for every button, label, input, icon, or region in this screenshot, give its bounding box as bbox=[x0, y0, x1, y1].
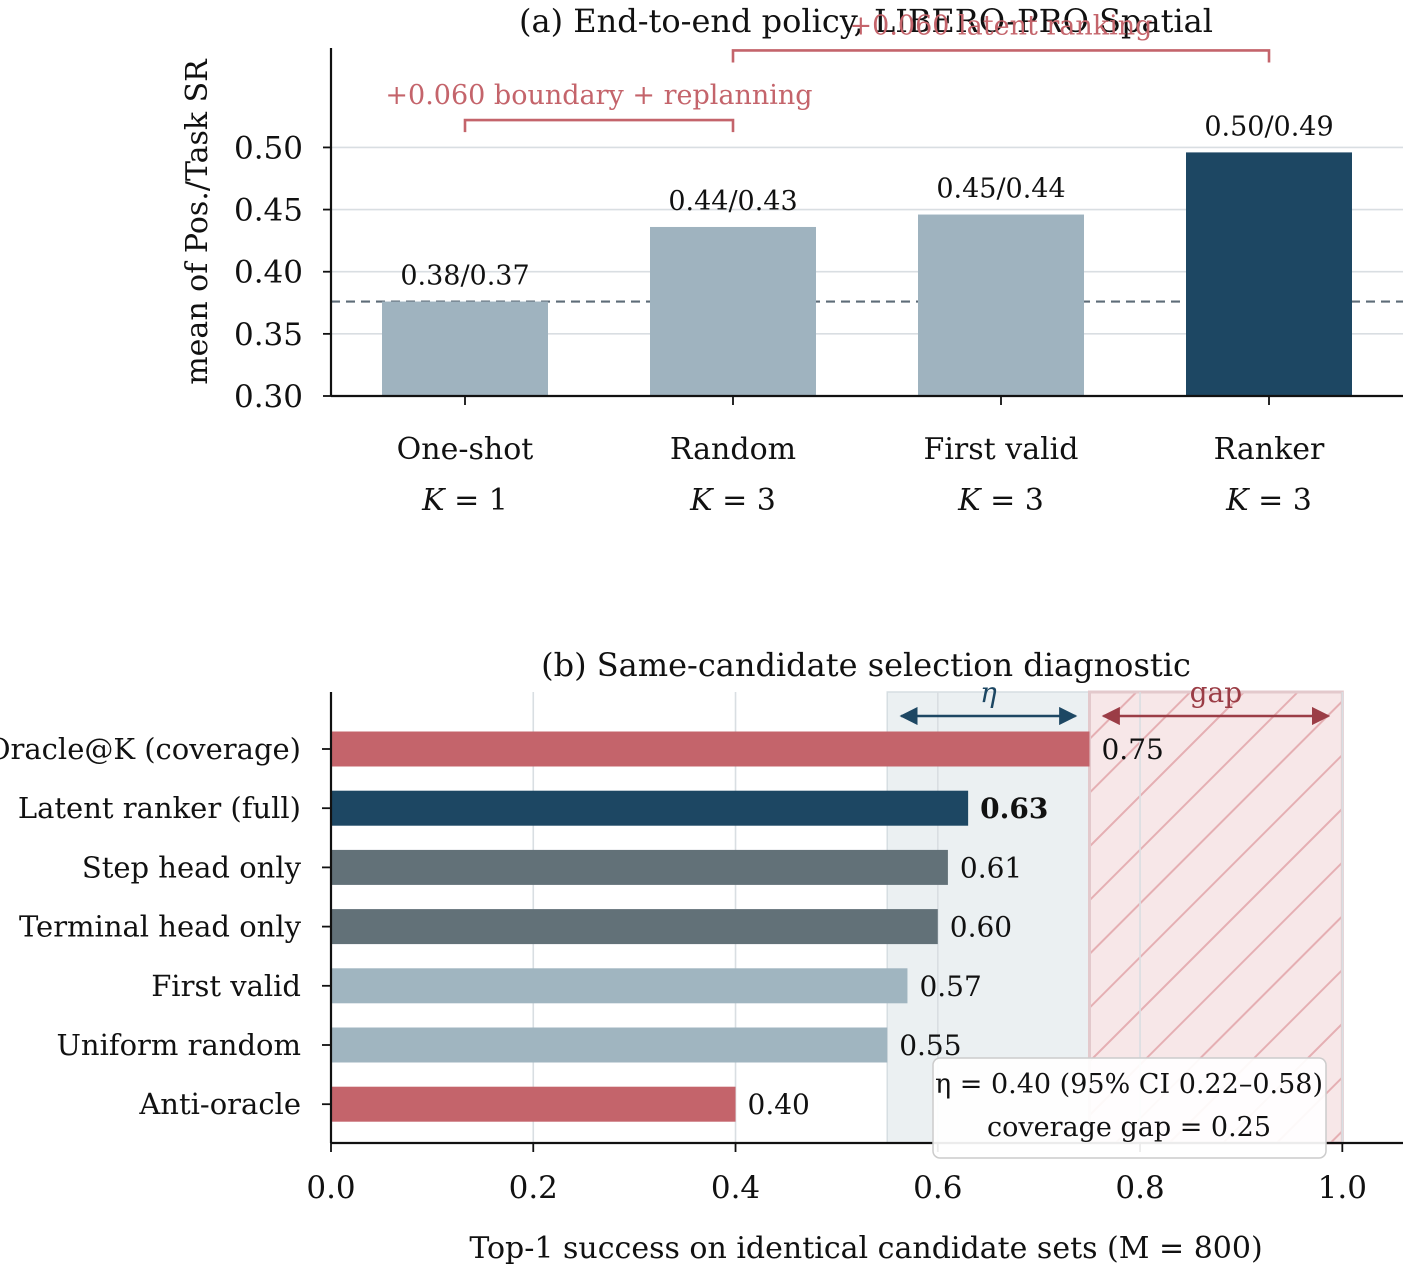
panel-b-bar bbox=[331, 849, 948, 885]
panel-b-y-tick-label: Terminal head only bbox=[19, 910, 302, 944]
panel-a-axes bbox=[329, 48, 1403, 398]
panel-b-bar-value-label: 0.55 bbox=[899, 1029, 961, 1062]
legend-eta-line: η = 0.40 (95% CI 0.22–0.58) bbox=[935, 1069, 1323, 1100]
panel-a-y-tick-label: 0.30 bbox=[234, 379, 303, 415]
panel-b-bar bbox=[331, 790, 969, 826]
panel-a-annotation-text: +0.060 latent ranking bbox=[850, 10, 1153, 41]
panel-b-bar-value-label: 0.63 bbox=[980, 792, 1048, 825]
panel-b-bar-value-label: 0.40 bbox=[748, 1088, 810, 1121]
panel-b-y-tick-label: Step head only bbox=[82, 850, 302, 884]
panel-b-bar-value-label: 0.60 bbox=[950, 911, 1012, 944]
panel-a-x-tick-sublabel: K = 3 bbox=[689, 483, 776, 518]
panel-b-y-tick-label: First valid bbox=[151, 969, 301, 1003]
panel-b-span-arrows: η gap bbox=[899, 676, 1331, 726]
panel-b-y-tick-label: Uniform random bbox=[56, 1028, 301, 1062]
panel-b: (b) Same-candidate selection diagnostic … bbox=[0, 646, 1403, 1266]
panel-a-x-tick-sublabel: K = 3 bbox=[957, 483, 1044, 518]
panel-b-bar bbox=[331, 1086, 736, 1122]
panel-b-bar bbox=[331, 1027, 888, 1063]
panel-a-y-tick-label: 0.35 bbox=[234, 317, 303, 353]
panel-b-x-tick-label: 0.2 bbox=[509, 1170, 558, 1206]
panel-a-title: (a) End-to-end policy, LIBERO-PRO Spatia… bbox=[519, 2, 1213, 40]
panel-b-gap-label: gap bbox=[1190, 676, 1243, 709]
panel-a-x-tick-label: Ranker bbox=[1214, 432, 1325, 467]
panel-b-y-tick-label: Anti-oracle bbox=[138, 1087, 301, 1121]
panel-a-bar-value-label: 0.44/0.43 bbox=[668, 186, 797, 217]
panel-a-y-tick-label: 0.45 bbox=[234, 193, 303, 229]
panel-b-bar-value-label: 0.57 bbox=[919, 970, 981, 1003]
panel-a-annotation-bracket bbox=[463, 118, 735, 133]
legend-gap-line: coverage gap = 0.25 bbox=[987, 1112, 1271, 1143]
panel-a-y-tick-label: 0.40 bbox=[234, 255, 303, 291]
panel-a-bar-value-label: 0.38/0.37 bbox=[400, 261, 529, 292]
panel-b-y-ticks: Oracle@K (coverage) Latent ranker (full) S… bbox=[0, 732, 331, 1121]
panel-a-bar-value-label: 0.45/0.44 bbox=[936, 174, 1065, 205]
panel-b-x-tick-label: 0.0 bbox=[306, 1170, 355, 1206]
panel-a-bars: 0.38/0.37 0.44/0.43 0.45/0.44 0.50/0.49 bbox=[382, 111, 1352, 396]
panel-b-bar bbox=[331, 731, 1090, 767]
panel-a-annotation-text: +0.060 boundary + replanning bbox=[385, 80, 812, 111]
panel-a-x-ticks: One-shot K = 1 Random K = 3 First valid K = 3… bbox=[397, 396, 1325, 518]
panel-b-x-tick-label: 0.8 bbox=[1115, 1170, 1164, 1206]
panel-a-x-tick-label: Random bbox=[670, 432, 796, 467]
panel-a-x-tick-label: One-shot bbox=[397, 432, 534, 467]
panel-b-y-tick-label: Latent ranker (full) bbox=[18, 791, 301, 825]
panel-b-x-tick-label: 0.4 bbox=[711, 1170, 760, 1206]
panel-b-x-tick-label: 0.6 bbox=[913, 1170, 962, 1206]
panel-a-bar bbox=[1186, 152, 1352, 396]
panel-b-bar-value-label: 0.75 bbox=[1101, 733, 1163, 766]
panel-b-bar bbox=[331, 968, 908, 1004]
panel-b-y-tick-label: Oracle@K (coverage) bbox=[0, 732, 301, 766]
panel-a-bar bbox=[650, 226, 816, 396]
panel-a-x-tick-sublabel: K = 3 bbox=[1225, 483, 1312, 518]
panel-b-eta-label: η bbox=[980, 676, 997, 709]
panel-a-bar bbox=[382, 301, 548, 396]
panel-b-bar bbox=[331, 909, 938, 945]
panel-b-title: (b) Same-candidate selection diagnostic bbox=[541, 646, 1191, 684]
panel-a-y-axis-label: mean of Pos./Task SR bbox=[180, 58, 215, 385]
panel-a-bar bbox=[918, 214, 1084, 396]
panel-a-bar-value-label: 0.50/0.49 bbox=[1204, 111, 1333, 142]
panel-b-x-axis-label: Top-1 success on identical candidate set… bbox=[469, 1231, 1262, 1266]
panel-a-x-tick-label: First valid bbox=[924, 432, 1079, 467]
panel-b-legend-box: η = 0.40 (95% CI 0.22–0.58) coverage gap… bbox=[932, 1057, 1327, 1159]
panel-a-y-tick-label: 0.50 bbox=[234, 130, 303, 166]
panel-b-bars: 0.75 0.63 0.61 0.60 0.57 0.55 0.40 bbox=[331, 731, 1164, 1122]
panel-a-x-tick-sublabel: K = 1 bbox=[421, 483, 508, 518]
panel-a-annotations: +0.060 boundary + replanning +0.060 laten… bbox=[385, 10, 1271, 133]
panel-b-x-tick-label: 1.0 bbox=[1318, 1170, 1367, 1206]
panel-a-y-ticks: 0.30 0.35 0.40 0.45 0.50 bbox=[234, 130, 331, 415]
panel-a-annotation-bracket bbox=[731, 49, 1271, 63]
panel-b-bar-value-label: 0.61 bbox=[960, 851, 1022, 884]
panel-b-x-ticks: 0.0 0.2 0.4 0.6 0.8 1.0 bbox=[306, 1143, 1367, 1206]
panel-a: (a) End-to-end policy, LIBERO-PRO Spatia… bbox=[180, 2, 1403, 518]
